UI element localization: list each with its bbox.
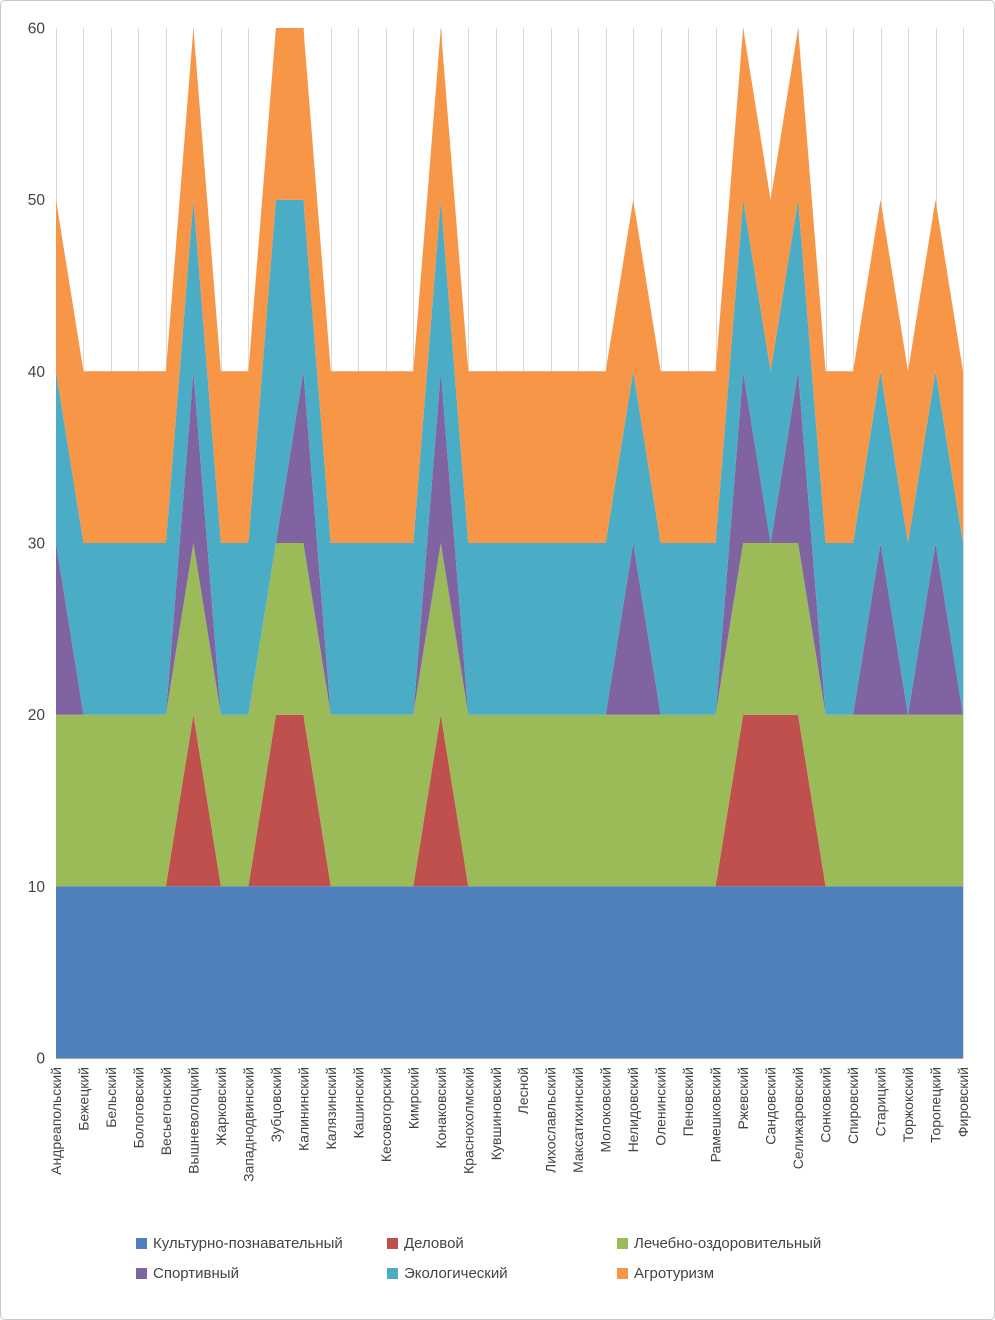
x-axis-category-label: Сандовский bbox=[763, 1067, 779, 1145]
x-axis-category-label: Калининский bbox=[295, 1067, 311, 1151]
legend-swatch-icon bbox=[136, 1268, 147, 1279]
legend-swatch-icon bbox=[617, 1238, 628, 1249]
x-axis-category-label: Рамешковский bbox=[708, 1067, 724, 1162]
legend-swatch-icon bbox=[387, 1238, 398, 1249]
legend-item[interactable]: Культурно-познавательный bbox=[136, 1235, 387, 1252]
x-axis-category-label: Бологовский bbox=[131, 1067, 147, 1148]
area-series-0 bbox=[56, 886, 963, 1058]
x-axis-category-label: Торопецкий bbox=[928, 1067, 944, 1143]
x-axis-category-label: Пеновский bbox=[680, 1067, 696, 1136]
legend-swatch-icon bbox=[136, 1238, 147, 1249]
x-axis-category-label: Сонковский bbox=[818, 1067, 834, 1143]
area-series-1 bbox=[56, 714, 963, 887]
legend-label: Агротуризм bbox=[634, 1265, 715, 1282]
x-axis-category-label: Фировский bbox=[955, 1067, 971, 1137]
y-axis-tick-label: 30 bbox=[28, 536, 46, 553]
y-axis-tick-label: 0 bbox=[36, 1051, 45, 1068]
legend-item[interactable]: Агротуризм bbox=[617, 1265, 821, 1282]
x-axis-category-label: Андреапольский bbox=[48, 1067, 64, 1175]
x-axis-category-label: Ржевский bbox=[735, 1067, 751, 1130]
x-axis-category-label: Жарковский bbox=[213, 1067, 229, 1146]
area-series-4 bbox=[56, 199, 963, 715]
x-axis-category-label: Спировский bbox=[845, 1067, 861, 1144]
x-axis-category-label: Молоковский bbox=[598, 1067, 614, 1153]
legend-swatch-icon bbox=[387, 1268, 398, 1279]
x-axis-category-label: Калязинский bbox=[323, 1067, 339, 1149]
x-axis-category-label: Торжокский bbox=[900, 1067, 916, 1142]
area-series-2 bbox=[56, 543, 963, 887]
x-axis-category-label: Лихославльский bbox=[543, 1067, 559, 1173]
x-axis-category-label: Кесовогорский bbox=[378, 1067, 394, 1162]
x-axis-category-label: Зубцовский bbox=[268, 1067, 284, 1142]
legend-label: Культурно-познавательный bbox=[153, 1235, 343, 1252]
x-axis-category-label: Бельский bbox=[103, 1067, 119, 1128]
legend-label: Лечебно-оздоровительный bbox=[634, 1235, 822, 1252]
area-series-5 bbox=[56, 28, 963, 543]
x-axis-category-label: Вышневолоцкий bbox=[185, 1067, 201, 1174]
x-axis-category-label: Кувшиновский bbox=[488, 1067, 504, 1160]
x-axis-category-label: Краснохолмский bbox=[460, 1067, 476, 1174]
legend-swatch-icon bbox=[617, 1268, 628, 1279]
legend-item[interactable]: Спортивный bbox=[136, 1265, 387, 1282]
x-axis-category-label: Конаковский bbox=[433, 1067, 449, 1149]
area-series-3 bbox=[56, 371, 963, 715]
x-axis-category-label: Весьегонский bbox=[158, 1067, 174, 1155]
legend-row: Культурно-познавательный Деловой Лечебно-о… bbox=[136, 1235, 821, 1252]
legend-label: Спортивный bbox=[153, 1265, 239, 1282]
legend-label: Экологический bbox=[404, 1265, 508, 1282]
x-axis-category-label: Кашинский bbox=[350, 1067, 366, 1139]
x-axis-category-label: Бежецкий bbox=[76, 1067, 92, 1131]
x-axis-category-label: Селижаровский bbox=[790, 1067, 806, 1169]
legend-row: Спортивный Экологический Агротуризм bbox=[136, 1265, 821, 1282]
legend-item[interactable]: Деловой bbox=[387, 1235, 617, 1252]
x-axis-category-label: Нелидовский bbox=[625, 1067, 641, 1152]
chart-legend: Культурно-познавательный Деловой Лечебно-о… bbox=[136, 1235, 821, 1282]
x-axis-category-label: Максатихинский bbox=[570, 1067, 586, 1173]
x-axis-category-label: Старицкий bbox=[873, 1067, 889, 1137]
x-axis-category-label: Кимрский bbox=[405, 1067, 421, 1129]
y-axis-tick-label: 10 bbox=[28, 879, 46, 896]
y-axis-tick-label: 60 bbox=[28, 21, 46, 38]
legend-item[interactable]: Лечебно-оздоровительный bbox=[617, 1235, 821, 1252]
x-axis-category-label: Оленинский bbox=[653, 1067, 669, 1146]
x-axis-category-label: Западнодвинский bbox=[240, 1067, 256, 1182]
y-axis-tick-label: 20 bbox=[28, 707, 46, 724]
legend-label: Деловой bbox=[404, 1235, 464, 1252]
y-axis-tick-label: 40 bbox=[28, 364, 46, 381]
x-axis-category-label: Лесной bbox=[515, 1067, 531, 1114]
legend-item[interactable]: Экологический bbox=[387, 1265, 617, 1282]
y-axis-tick-label: 50 bbox=[28, 192, 46, 209]
